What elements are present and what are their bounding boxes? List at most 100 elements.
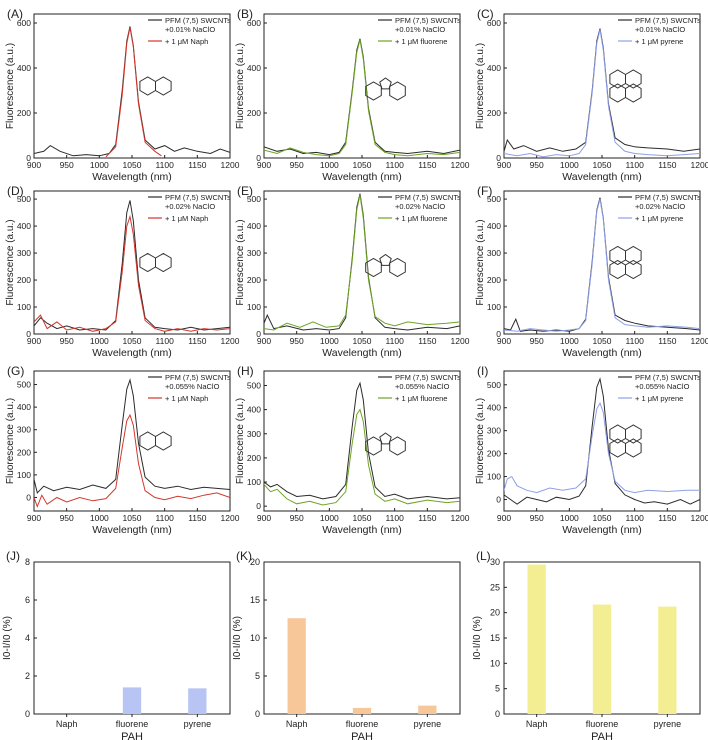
x-tick-label: fluorene xyxy=(346,719,379,729)
x-tick-label: Naph xyxy=(56,719,78,729)
x-tick-label: pyrene xyxy=(184,719,212,729)
benzene-ring xyxy=(139,76,156,96)
y-tick-label: 5 xyxy=(495,684,500,694)
cyclopentane-ring xyxy=(379,253,392,266)
y-tick-label: 0 xyxy=(255,709,260,719)
x-tick-label: 1050 xyxy=(593,160,612,170)
plot-frame xyxy=(503,13,701,159)
y-tick-label: 400 xyxy=(17,402,31,412)
legend-entry: PFM (7,5) SWCNTs xyxy=(395,16,461,25)
molecule-structure xyxy=(609,424,642,458)
series-line-pyrene xyxy=(504,29,700,158)
x-tick-label: 950 xyxy=(290,160,304,170)
benzene-ring xyxy=(625,83,642,103)
panel-label: (H) xyxy=(237,364,254,378)
x-tick-label: 1000 xyxy=(320,336,339,346)
y-tick-label: 100 xyxy=(247,302,261,312)
x-tick-label: 1150 xyxy=(188,160,207,170)
bar-pyrene xyxy=(188,688,207,714)
legend-entry: PFM (7,5) SWCNTs xyxy=(165,16,231,25)
y-tick-label: 0 xyxy=(26,153,31,163)
series-line-pyrene xyxy=(504,198,700,332)
x-tick-label: 950 xyxy=(530,513,544,523)
y-axis-label: I0-I/I0 (%) xyxy=(472,616,483,660)
benzene-ring xyxy=(389,257,406,278)
line-chart-panel: 900 950 1000 1050 1100 1150 1200 0 100 200 300 400 5… xyxy=(5,364,240,536)
x-axis-label: PAH xyxy=(121,731,143,740)
legend-entry: + 1 μM Naph xyxy=(165,394,208,403)
bar-fluorene xyxy=(122,687,142,714)
line-chart-panel: 900 950 1000 1050 1100 1150 1200 0 200 400 600 Wave… xyxy=(475,7,708,183)
benzene-ring xyxy=(139,252,156,273)
x-tick-label: pyrene xyxy=(654,719,682,729)
x-tick-label: 1200 xyxy=(451,336,470,346)
y-tick-label: 400 xyxy=(487,403,501,413)
y-tick-label: 200 xyxy=(17,447,31,457)
series-line-naph xyxy=(105,27,162,158)
legend-entry: + 1 μM pyrene xyxy=(635,37,683,46)
y-tick-label: 400 xyxy=(17,63,31,73)
panel-label: (D) xyxy=(7,184,24,198)
x-axis-label: Wavelength (nm) xyxy=(92,524,172,536)
y-tick-label: 400 xyxy=(247,63,261,73)
x-tick-label: 1200 xyxy=(691,160,708,170)
x-tick-label: 1050 xyxy=(353,336,372,346)
benzene-ring xyxy=(155,76,172,96)
series-line-control xyxy=(34,200,230,331)
benzene-ring xyxy=(389,436,406,456)
molecule-structure xyxy=(365,432,406,456)
y-tick-label: 500 xyxy=(17,194,31,204)
y-tick-label: 400 xyxy=(487,221,501,231)
x-tick-label: 1200 xyxy=(221,160,240,170)
y-tick-label: 500 xyxy=(487,194,501,204)
panel-label: (G) xyxy=(7,364,24,378)
x-tick-label: 1200 xyxy=(221,336,240,346)
legend-entry: +0.01% NaClO xyxy=(165,25,215,34)
legend-entry: +0.055% NaClO xyxy=(395,382,450,391)
x-tick-label: 900 xyxy=(257,336,271,346)
y-tick-label: 6 xyxy=(25,595,30,605)
y-tick-label: 200 xyxy=(487,449,501,459)
legend-entry: + 1 μM fluorene xyxy=(395,37,447,46)
y-tick-label: 20 xyxy=(250,557,260,567)
x-tick-label: 900 xyxy=(497,160,511,170)
benzene-ring xyxy=(625,259,642,280)
y-tick-label: 200 xyxy=(487,275,501,285)
benzene-ring xyxy=(625,438,642,458)
y-axis-label: Fluorescence (a.u.) xyxy=(235,398,246,484)
y-tick-label: 100 xyxy=(247,477,261,487)
y-tick-label: 10 xyxy=(250,633,260,643)
benzene-ring xyxy=(609,259,626,280)
x-tick-label: 950 xyxy=(530,160,544,170)
legend-entry: PFM (7,5) SWCNTs xyxy=(165,373,231,382)
y-tick-label: 0 xyxy=(495,709,500,719)
y-tick-label: 20 xyxy=(490,608,500,618)
x-axis-label: Wavelength (nm) xyxy=(322,171,402,183)
x-tick-label: 900 xyxy=(27,513,41,523)
x-tick-label: 1100 xyxy=(386,336,405,346)
x-axis-label: PAH xyxy=(351,731,373,740)
molecule-structure xyxy=(139,76,172,96)
panel-label: (F) xyxy=(477,184,492,198)
bar-Naph xyxy=(287,618,306,714)
series-line-fluorene xyxy=(264,194,460,331)
x-tick-label: 1050 xyxy=(353,513,372,523)
legend-entry: PFM (7,5) SWCNTs xyxy=(635,193,701,202)
x-tick-label: 900 xyxy=(27,160,41,170)
panel-label: (J) xyxy=(6,549,20,563)
legend-entry: +0.02% NaClO xyxy=(165,202,215,211)
line-chart-panel: 900 950 1000 1050 1100 1150 1200 0 200 400 600 Wave… xyxy=(235,7,470,183)
x-tick-label: 1000 xyxy=(320,160,339,170)
y-tick-label: 500 xyxy=(17,380,31,390)
y-tick-label: 25 xyxy=(490,582,500,592)
x-tick-label: Naph xyxy=(526,719,548,729)
bar-chart-panel: 0 5 10 15 20 Naph fluorene pyrene PAH I0-I/I0 (%)… xyxy=(232,549,461,740)
x-tick-label: 1050 xyxy=(593,336,612,346)
y-tick-label: 100 xyxy=(487,302,501,312)
y-tick-label: 600 xyxy=(247,18,261,28)
x-tick-label: 900 xyxy=(257,160,271,170)
y-axis-label: Fluorescence (a.u.) xyxy=(475,43,486,129)
legend-entry: +0.01% NaClO xyxy=(395,25,445,34)
x-tick-label: 900 xyxy=(27,336,41,346)
